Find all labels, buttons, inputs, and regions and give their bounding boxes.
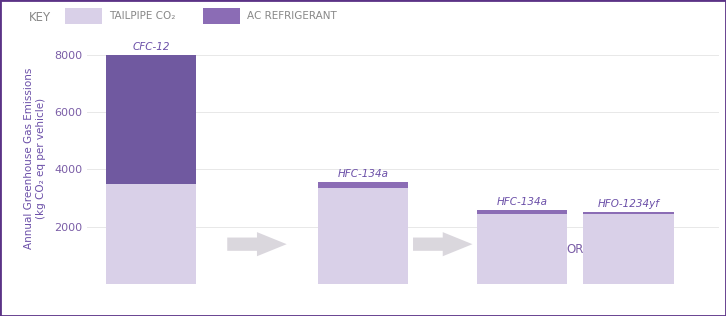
Text: HFO-1234yf: HFO-1234yf — [597, 199, 659, 209]
Bar — [477, 210, 568, 214]
Text: TAILPIPE CO₂: TAILPIPE CO₂ — [109, 11, 175, 21]
Text: OR: OR — [567, 243, 584, 256]
Text: 2010: 2010 — [345, 295, 381, 308]
Bar — [318, 182, 408, 188]
Bar — [584, 214, 674, 284]
Text: HFC-134a: HFC-134a — [338, 169, 388, 179]
Text: KEY: KEY — [29, 11, 51, 24]
Text: 2016: 2016 — [557, 295, 594, 308]
Text: 1990: 1990 — [133, 295, 169, 308]
Y-axis label: Annual Greenhouse Gas Emissions
(kg CO₂ eq per vehicle): Annual Greenhouse Gas Emissions (kg CO₂ … — [24, 67, 46, 249]
Polygon shape — [227, 232, 287, 256]
Bar — [106, 184, 196, 284]
Bar — [203, 8, 240, 24]
Polygon shape — [413, 232, 473, 256]
Bar — [477, 214, 568, 284]
Text: HFC-134a: HFC-134a — [497, 198, 548, 207]
Text: AC REFRIGERANT: AC REFRIGERANT — [247, 11, 337, 21]
Bar — [65, 8, 102, 24]
Bar — [318, 188, 408, 284]
Bar — [106, 55, 196, 184]
Bar — [584, 212, 674, 214]
Text: CFC-12: CFC-12 — [132, 42, 170, 52]
